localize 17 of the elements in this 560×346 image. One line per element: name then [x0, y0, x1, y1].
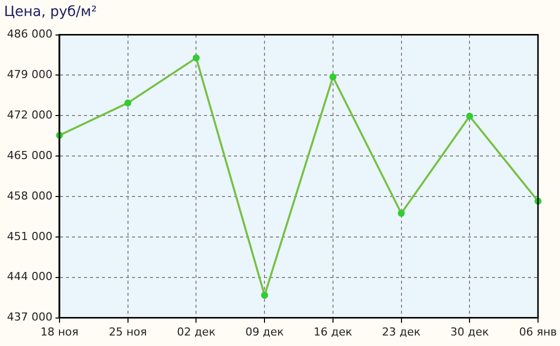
- y-tick-label: 458 000: [6, 189, 52, 202]
- y-tick-label: 486 000: [6, 28, 52, 41]
- x-tick-label: 02 дек: [176, 325, 216, 338]
- x-tick-label: 09 дек: [245, 325, 284, 338]
- y-tick-label: 472 000: [6, 108, 52, 122]
- x-tick-label: 18 ноя: [40, 325, 79, 338]
- x-tick-label: 30 дек: [450, 325, 490, 338]
- y-tick-label: 479 000: [6, 68, 52, 82]
- x-tick-label: 25 ноя: [108, 325, 147, 338]
- y-tick-label: 451 000: [6, 230, 52, 243]
- y-tick-label: 465 000: [6, 148, 52, 162]
- x-tick-label: 16 дек: [314, 325, 353, 338]
- x-tick-label: 06 янв: [519, 325, 557, 338]
- x-tick-label: 23 дек: [382, 325, 421, 338]
- chart-title: Цена, руб/м²: [4, 4, 97, 20]
- y-tick-label: 437 000: [6, 310, 52, 324]
- y-tick-label: 444 000: [6, 270, 52, 284]
